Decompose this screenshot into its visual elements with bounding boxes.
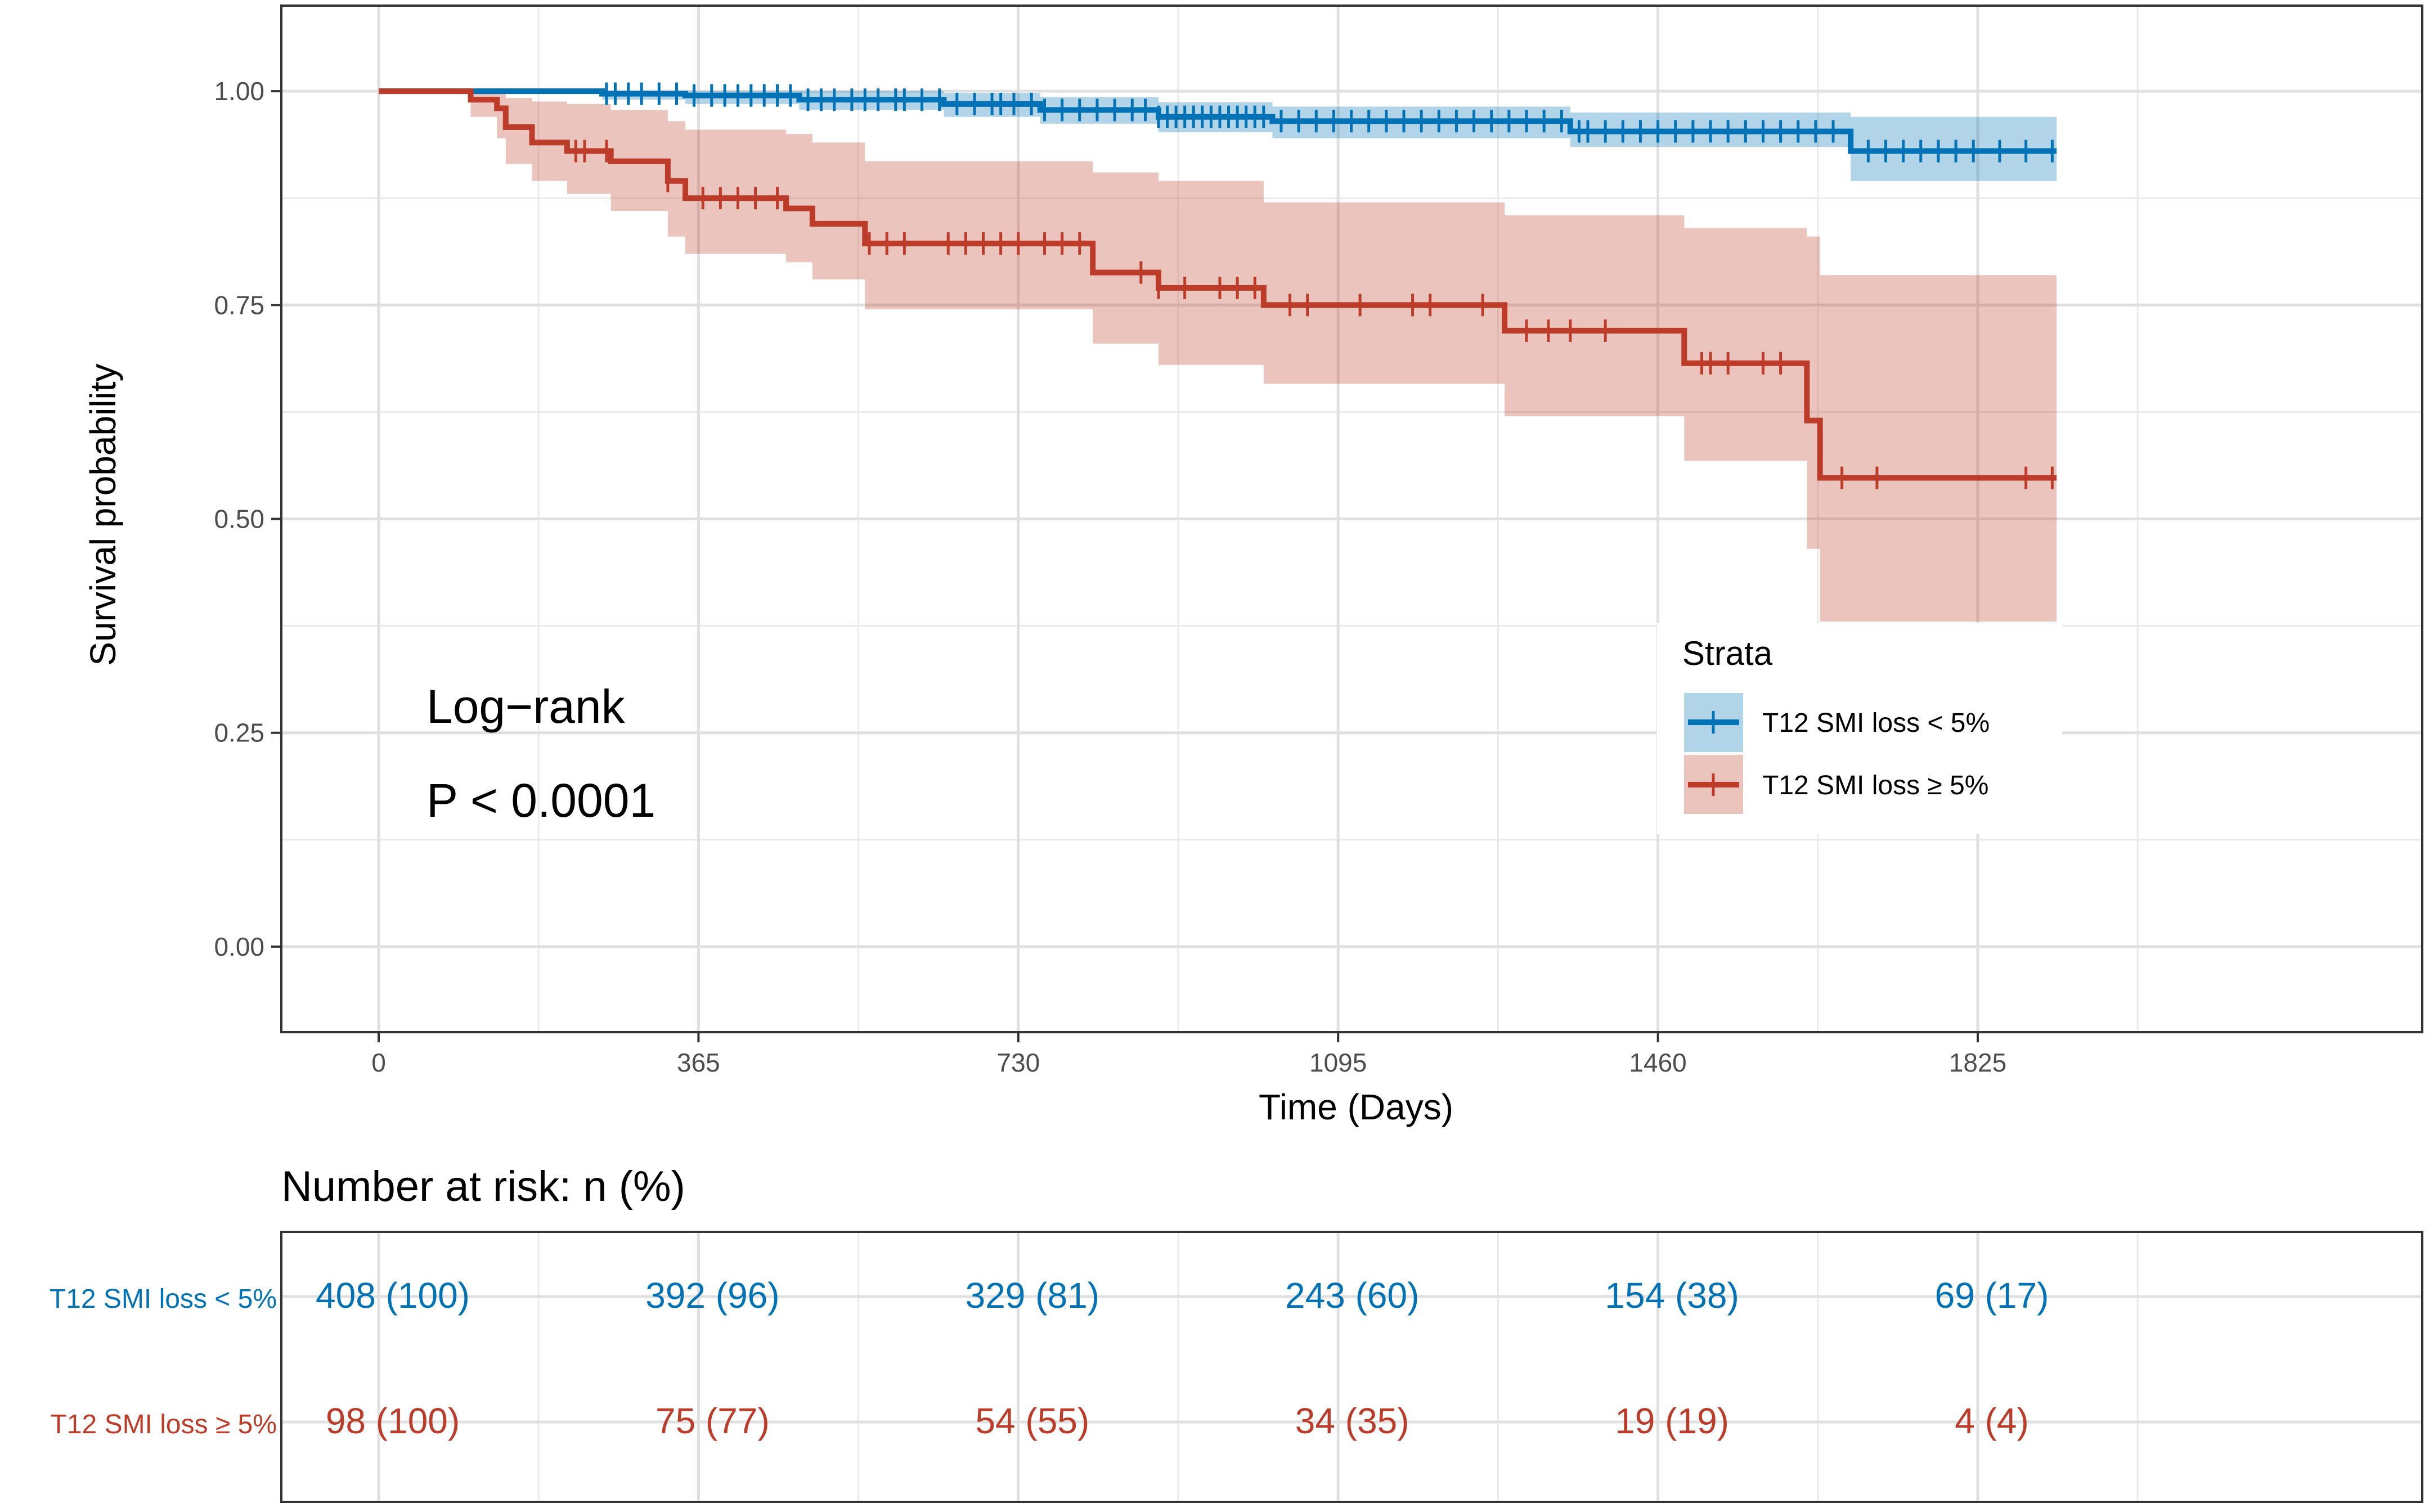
plot-gridlines <box>281 6 2422 1032</box>
legend-label-series-1: T12 SMI loss < 5% <box>1762 708 1990 738</box>
number-at-risk-table: Number at risk: n (%) T12 SMI loss < 5% 4… <box>50 1163 2423 1503</box>
risk-table-gridlines <box>281 1232 2422 1502</box>
risk-value: 4 (4) <box>1955 1401 2029 1441</box>
survival-plot-panel: 0 365 730 1095 1460 18250.000.250.500.751.00 … <box>83 4 2423 1127</box>
x-tick-label: 365 <box>677 1048 720 1077</box>
x-tick-label: 0 <box>371 1048 386 1077</box>
survival-curves <box>379 88 2057 481</box>
axis-ticks: 0 365 730 1095 1460 1825 0.00 0.25 0.50 0.75 1.00 <box>214 76 2006 1077</box>
x-tick-label: 730 <box>996 1048 1040 1077</box>
confidence-band-series-2 <box>379 91 2057 622</box>
risk-value: 408 (100) <box>316 1275 470 1316</box>
x-axis-title: Time (Days) <box>1259 1087 1453 1127</box>
risk-value: 54 (55) <box>975 1401 1089 1441</box>
x-tick-label: 1825 <box>1949 1048 2006 1077</box>
y-tick-label: 0.25 <box>214 718 264 748</box>
survival-curve-series-2 <box>379 88 2057 481</box>
risk-table-border <box>280 1231 2423 1503</box>
legend-label-series-2: T12 SMI loss ≥ 5% <box>1762 771 1988 800</box>
legend-title: Strata <box>1682 634 1773 672</box>
risk-value: 154 (38) <box>1605 1275 1739 1316</box>
p-value-label: P < 0.0001 <box>426 774 655 827</box>
risk-table-title: Number at risk: n (%) <box>281 1163 685 1210</box>
risk-value: 329 (81) <box>966 1275 1099 1316</box>
censor-marks <box>574 82 2054 489</box>
risk-value: 243 (60) <box>1285 1275 1419 1316</box>
risk-value: 98 (100) <box>326 1401 460 1441</box>
y-tick-label: 0.00 <box>214 932 264 961</box>
y-tick-label: 1.00 <box>214 76 264 106</box>
risk-row-label: T12 SMI loss < 5% <box>50 1284 277 1314</box>
x-tick-label: 1460 <box>1629 1048 1686 1077</box>
risk-value: 75 (77) <box>655 1401 770 1441</box>
risk-table-values: T12 SMI loss < 5% 408 (100) 392 (96) 329 (8… <box>50 1275 2049 1441</box>
legend-background <box>1657 623 2062 834</box>
risk-row-label: T12 SMI loss ≥ 5% <box>51 1410 277 1439</box>
survival-curve-series-1 <box>379 88 2057 154</box>
confidence-band-series-1 <box>379 91 2057 181</box>
risk-value: 34 (35) <box>1295 1401 1409 1441</box>
confidence-bands <box>379 91 2057 622</box>
logrank-label: Log−rank <box>426 680 626 733</box>
x-tick-label: 1095 <box>1309 1048 1367 1077</box>
legend-key-series-1 <box>1684 693 1743 752</box>
risk-value: 19 (19) <box>1615 1401 1729 1441</box>
y-axis-title: Survival probability <box>83 363 123 665</box>
y-tick-label: 0.50 <box>214 505 264 534</box>
legend: Strata T12 SMI loss < 5% T12 SMI loss ≥ … <box>1657 623 2062 834</box>
risk-value: 69 (17) <box>1935 1275 2049 1316</box>
risk-value: 392 (96) <box>645 1275 779 1316</box>
y-tick-label: 0.75 <box>214 290 264 320</box>
legend-key-series-2 <box>1684 755 1743 814</box>
